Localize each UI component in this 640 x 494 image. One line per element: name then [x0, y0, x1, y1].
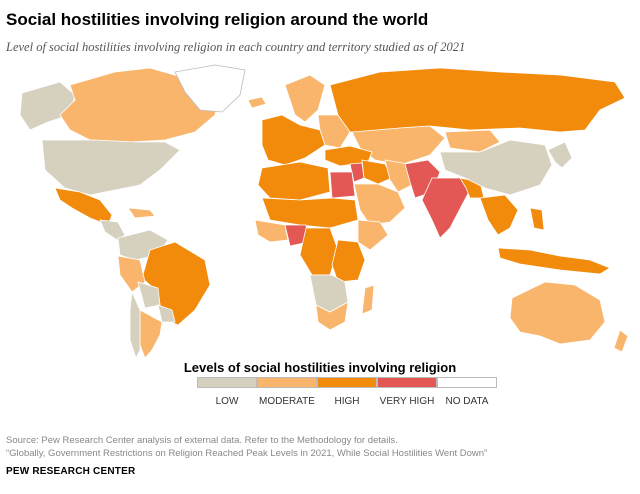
- legend-swatch-low: [197, 377, 257, 388]
- region-india: [421, 177, 471, 239]
- region-greenland: [174, 64, 246, 113]
- region-united-states: [41, 139, 181, 196]
- region-madagascar: [361, 284, 375, 315]
- region-mexico: [54, 187, 113, 226]
- region-russia: [329, 67, 626, 133]
- region-caribbean: [127, 207, 156, 219]
- region-australia: [509, 281, 606, 345]
- legend-swatch-high: [317, 377, 377, 388]
- region-iceland: [247, 96, 267, 109]
- region-chile: [129, 290, 141, 360]
- region-arabia: [353, 183, 406, 226]
- region-southeast-asia: [479, 194, 519, 236]
- legend-label-moderate: MODERATE: [259, 396, 315, 407]
- brand-logo-text: PEW RESEARCH CENTER: [6, 466, 136, 477]
- region-argentina: [139, 309, 163, 359]
- legend-label-very-high: VERY HIGH: [379, 396, 435, 407]
- page-subtitle: Level of social hostilities involving re…: [6, 40, 466, 54]
- region-iran: [384, 159, 413, 193]
- legend-swatch-very-high: [377, 377, 437, 388]
- region-uruguay-paraguay: [157, 304, 176, 323]
- region-korea-japan: [547, 141, 573, 169]
- region-south-africa: [315, 301, 349, 331]
- region-middle-east: [361, 159, 393, 185]
- source-note: Source: Pew Research Center analysis of …: [6, 434, 487, 460]
- source-line-2: “Globally, Government Restrictions on Re…: [6, 448, 488, 459]
- source-line-1: Source: Pew Research Center analysis of …: [6, 435, 398, 446]
- region-egypt: [329, 171, 356, 199]
- page-title: Social hostilities involving religion ar…: [6, 10, 429, 29]
- legend-title: Levels of social hostilities involving r…: [183, 360, 457, 375]
- region-indonesia: [497, 247, 611, 275]
- legend-label-no-data: NO DATA: [445, 396, 489, 407]
- region-east-africa: [331, 239, 366, 283]
- region-north-africa: [257, 161, 331, 201]
- world-map: [19, 64, 629, 360]
- region-west-africa: [254, 219, 289, 243]
- region-western-europe: [261, 114, 326, 166]
- legend-swatch-no-data: [437, 377, 497, 388]
- region-horn-of-africa: [357, 219, 389, 251]
- region-mongolia: [444, 129, 501, 153]
- region-canada: [59, 67, 221, 143]
- region-alaska: [19, 81, 76, 131]
- legend: [197, 377, 497, 388]
- legend-labels: LOW MODERATE HIGH VERY HIGH NO DATA: [0, 396, 640, 410]
- region-china: [439, 139, 553, 196]
- region-brazil: [141, 241, 211, 326]
- legend-label-low: LOW: [215, 396, 239, 407]
- region-new-zealand: [613, 329, 629, 353]
- region-philippines: [529, 207, 545, 231]
- region-scandinavia: [284, 74, 326, 123]
- legend-swatch-moderate: [257, 377, 317, 388]
- region-bolivia: [137, 281, 161, 309]
- region-central-africa: [299, 227, 339, 276]
- legend-label-high: HIGH: [334, 396, 360, 407]
